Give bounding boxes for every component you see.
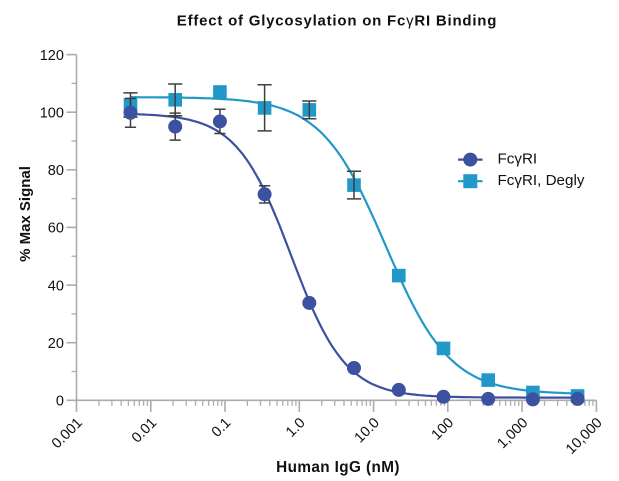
svg-text:Effect of Glycosylation on Fcγ: Effect of Glycosylation on FcγRI Binding [177,12,497,29]
svg-text:FcγRI, Degly: FcγRI, Degly [498,172,585,189]
svg-text:Human IgG (nM): Human IgG (nM) [276,459,400,476]
svg-text:100: 100 [40,106,64,122]
svg-text:40: 40 [48,278,64,294]
svg-text:80: 80 [48,163,64,179]
svg-text:20: 20 [48,336,64,352]
svg-text:120: 120 [40,48,64,64]
svg-text:0: 0 [56,394,64,410]
svg-text:FcγRI: FcγRI [498,150,538,167]
svg-text:60: 60 [48,221,64,237]
svg-text:% Max Signal: % Max Signal [17,166,34,262]
